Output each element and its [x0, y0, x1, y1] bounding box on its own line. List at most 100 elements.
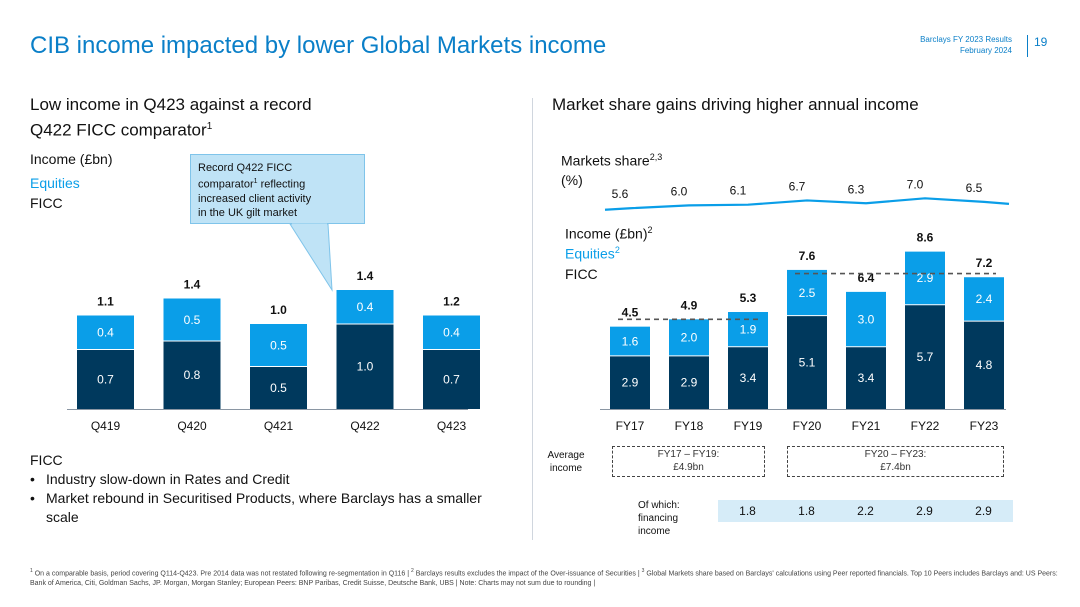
financing-income-label: Of which: financing income — [638, 499, 680, 538]
label-ficc-Q423: 0.7 — [443, 372, 460, 386]
label-ficc-FY19: 3.4 — [740, 371, 757, 385]
label-total-Q422: 1.4 — [357, 269, 374, 283]
bar-equities-Q423 — [423, 315, 480, 350]
page-number: 19 — [1034, 35, 1048, 49]
share-label-FY18: 6.0 — [671, 184, 688, 198]
bar-equities-Q420 — [163, 298, 221, 341]
right-legend-equities-text: Equities — [565, 245, 615, 262]
fin-label-line3: income — [638, 526, 671, 537]
label-equities-FY18: 2.0 — [681, 331, 698, 345]
label-equities-Q421: 0.5 — [270, 338, 287, 352]
bar-ficc-Q419 — [77, 349, 134, 409]
left-legend-equities: Equities — [30, 175, 80, 191]
callout-line4: in the UK gilt market — [198, 206, 298, 219]
average-income-label-line2: income — [549, 463, 583, 474]
avg1-range: FY17 – FY19: — [657, 449, 720, 460]
left-panel-title: Low income in Q423 against a record Q422… — [30, 94, 390, 142]
share-label-FY20: 6.7 — [789, 179, 806, 193]
left-legend-ficc: FICC — [30, 195, 63, 211]
callout-line2a: comparator — [198, 178, 254, 191]
callout-sup: 1 — [253, 178, 258, 185]
label-ficc-FY20: 5.1 — [799, 355, 816, 369]
share-label-FY21: 6.3 — [848, 182, 865, 196]
right-legend-equities: Equities2 — [565, 245, 620, 262]
label-total-FY23: 7.2 — [976, 256, 993, 270]
bar-ficc-Q422 — [336, 324, 394, 409]
share-label-FY19: 6.1 — [730, 184, 747, 198]
label-ficc-FY22: 5.7 — [917, 350, 934, 364]
page-title: CIB income impacted by lower Global Mark… — [30, 32, 607, 59]
bar-ficc-FY23 — [964, 321, 1004, 409]
left-title-sup: 1 — [206, 121, 213, 132]
markets-share-unit: (%) — [561, 171, 583, 188]
header-divider — [1027, 35, 1028, 57]
footnote-sup-3: 3 — [641, 568, 645, 574]
share-label-FY17: 5.6 — [612, 187, 629, 201]
right-legend-income-sup: 2 — [647, 225, 653, 235]
footnote-text-2: Barclays results excludes the impact of … — [413, 570, 642, 578]
tick-Q423: Q423 — [437, 419, 467, 433]
label-total-Q419: 1.1 — [97, 295, 114, 309]
label-total-FY20: 7.6 — [799, 249, 816, 263]
footnote-sup-1: 1 — [30, 568, 33, 574]
tick-FY17: FY17 — [616, 419, 645, 433]
markets-share-line — [604, 197, 1010, 211]
tick-FY19: FY19 — [734, 419, 763, 433]
label-total-FY22: 8.6 — [917, 231, 934, 245]
callout-line1: Record Q422 FICC — [198, 162, 293, 174]
label-ficc-FY21: 3.4 — [858, 371, 875, 385]
callout-pointer — [289, 223, 333, 292]
right-legend-income-text: Income (£bn) — [565, 225, 648, 242]
left-title-line1: Low income in Q423 against a record — [30, 95, 312, 114]
panel-divider — [532, 98, 533, 540]
label-ficc-FY18: 2.9 — [681, 375, 698, 389]
bar-equities-FY21 — [846, 291, 886, 347]
share-label-FY23: 6.5 — [966, 181, 983, 195]
bar-ficc-Q423 — [423, 349, 480, 409]
label-total-Q423: 1.2 — [443, 295, 460, 309]
bar-equities-FY18 — [669, 319, 709, 356]
footnote: 1 On a comparable basis, period covering… — [30, 567, 1060, 588]
bar-equities-FY23 — [964, 277, 1004, 322]
quarterly-income-chart: 0.7 0.4 1.1 Q419 0.8 0.5 1.4 Q420 0.5 0.5 1.0 Q421 1… — [67, 269, 480, 433]
bullet-list: Industry slow-down in Rates and Credit M… — [30, 470, 500, 527]
financing-value-fy21: 2.2 — [857, 504, 874, 518]
tick-Q420: Q420 — [177, 419, 207, 433]
tick-FY21: FY21 — [852, 419, 881, 433]
document-name: Barclays FY 2023 Results — [920, 35, 1012, 44]
markets-share-sup: 2,3 — [649, 152, 663, 162]
right-legend-ficc: FICC — [565, 266, 598, 282]
bullets-heading: FICC — [30, 452, 63, 468]
label-ficc-FY17: 2.9 — [622, 375, 639, 389]
annual-income-chart: 2.9 1.6 4.5 FY17 2.9 2.0 4.9 FY18 3.4 1.9 5.3 FY19 5… — [600, 231, 1006, 433]
avg2-range: FY20 – FY23: — [864, 449, 927, 460]
tick-Q422: Q422 — [350, 419, 380, 433]
bar-equities-FY19 — [728, 312, 768, 347]
tick-FY20: FY20 — [793, 419, 822, 433]
label-ficc-Q419: 0.7 — [97, 372, 114, 386]
label-total-FY21: 6.4 — [858, 271, 875, 285]
label-total-FY17: 4.5 — [622, 306, 639, 320]
tick-Q419: Q419 — [91, 419, 121, 433]
bar-ficc-FY22 — [905, 304, 945, 409]
right-legend-equities-sup: 2 — [614, 245, 620, 255]
bar-equities-Q421 — [250, 324, 307, 367]
bar-equities-FY20 — [787, 269, 827, 316]
average-fy20-fy23-box: FY20 – FY23: £7.4bn — [787, 446, 1004, 477]
footnote-text-1: On a comparable basis, period covering Q… — [32, 570, 411, 578]
bar-ficc-Q421 — [250, 366, 307, 409]
label-equities-FY20: 2.5 — [799, 286, 816, 300]
label-ficc-Q420: 0.8 — [184, 368, 201, 382]
bar-equities-FY17 — [610, 326, 650, 356]
label-equities-FY17: 1.6 — [622, 334, 639, 348]
bar-equities-Q422 — [336, 290, 394, 324]
fin-label-line1: Of which: — [638, 500, 680, 511]
label-ficc-FY23: 4.8 — [976, 358, 993, 372]
bar-ficc-FY20 — [787, 315, 827, 409]
tick-FY18: FY18 — [675, 419, 704, 433]
financing-value-fy20: 1.8 — [798, 504, 815, 518]
bullet-item: Market rebound in Securitised Products, … — [30, 489, 500, 527]
tick-FY23: FY23 — [970, 419, 999, 433]
label-ficc-Q421: 0.5 — [270, 381, 287, 395]
label-equities-Q419: 0.4 — [97, 326, 114, 340]
